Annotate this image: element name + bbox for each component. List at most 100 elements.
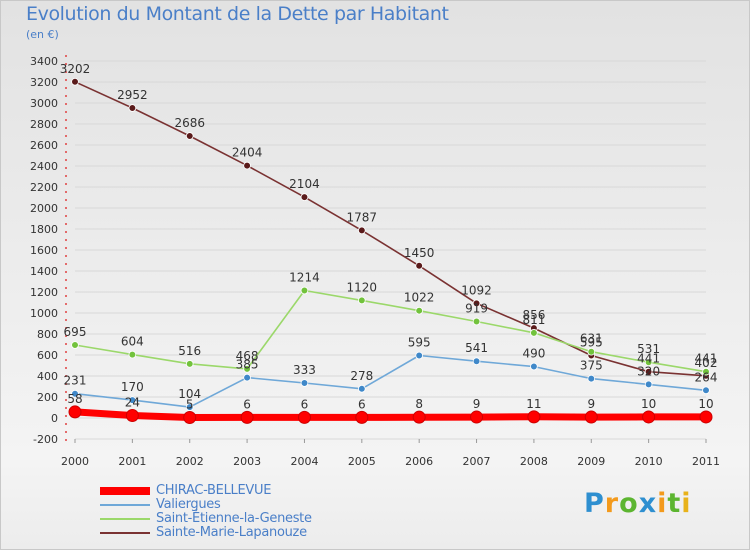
y-tick-label: 400 xyxy=(37,370,58,383)
data-label: 58 xyxy=(67,392,82,406)
data-point xyxy=(297,410,311,424)
chart-title: Evolution du Montant de la Dette par Hab… xyxy=(26,3,449,25)
data-label: 516 xyxy=(178,344,201,358)
data-label: 24 xyxy=(125,395,140,409)
data-label: 856 xyxy=(522,308,545,322)
data-label: 10 xyxy=(641,397,656,411)
logo-letter: P xyxy=(584,488,605,519)
legend-label: Saint-Étienne-la-Geneste xyxy=(156,511,312,526)
legend-label: Valiergues xyxy=(156,497,221,512)
data-point xyxy=(415,351,423,360)
data-point xyxy=(185,403,194,411)
series-line xyxy=(74,289,707,373)
data-point xyxy=(358,296,366,305)
data-label: 170 xyxy=(121,380,144,394)
chart-unit: (en €) xyxy=(26,28,59,41)
legend-swatch xyxy=(100,504,150,506)
data-label: 402 xyxy=(695,356,718,370)
x-tick-label: 2003 xyxy=(233,455,261,468)
data-label: 6 xyxy=(301,397,309,411)
data-point xyxy=(243,373,251,382)
data-point xyxy=(68,405,82,419)
data-point xyxy=(243,161,251,170)
data-point xyxy=(702,386,710,395)
x-tick-label: 2006 xyxy=(405,455,433,468)
legend-swatch xyxy=(100,532,150,534)
series-line xyxy=(74,81,707,377)
data-label: 441 xyxy=(695,352,718,366)
y-tick-label: 3200 xyxy=(30,76,58,89)
data-point xyxy=(355,410,369,424)
y-tick-label: 2200 xyxy=(30,181,58,194)
data-point xyxy=(71,389,79,398)
y-tick-label: 2600 xyxy=(30,139,58,152)
x-tick-label: 2004 xyxy=(290,455,318,468)
data-point xyxy=(125,408,139,422)
data-point xyxy=(699,410,713,424)
data-point xyxy=(642,410,656,424)
data-point xyxy=(644,358,653,367)
data-point xyxy=(415,261,423,270)
data-label: 278 xyxy=(350,369,373,383)
legend-swatch xyxy=(100,518,150,520)
data-point xyxy=(300,379,309,387)
x-tick-label: 2000 xyxy=(61,455,89,468)
y-tick-label: 1000 xyxy=(30,307,58,320)
x-tick-label: 2001 xyxy=(118,455,146,468)
logo-letter: r xyxy=(604,488,620,519)
logo-letter: i xyxy=(681,488,692,519)
logo-letter: i xyxy=(657,488,668,519)
data-point xyxy=(300,286,309,295)
legend-label: CHIRAC-BELLEVUE xyxy=(156,483,272,498)
data-label: 1092 xyxy=(461,283,492,297)
data-label: 264 xyxy=(695,370,718,384)
data-label: 11 xyxy=(526,397,541,411)
data-label: 8 xyxy=(415,397,423,411)
data-label: 631 xyxy=(580,332,603,346)
data-point xyxy=(128,104,137,112)
y-tick-label: 600 xyxy=(37,349,58,362)
data-label: 531 xyxy=(637,342,660,356)
data-label: 595 xyxy=(580,336,603,350)
data-point xyxy=(472,299,481,308)
data-point xyxy=(470,410,484,424)
data-point xyxy=(185,132,194,140)
data-label: 385 xyxy=(236,358,259,372)
data-point xyxy=(128,350,137,359)
data-label: 375 xyxy=(580,359,603,373)
data-point xyxy=(243,365,251,373)
series-line xyxy=(74,354,707,408)
data-point xyxy=(412,410,426,424)
data-label: 10 xyxy=(698,397,713,411)
data-label: 2104 xyxy=(289,177,320,191)
data-point xyxy=(587,374,596,383)
series-line xyxy=(71,408,710,421)
data-label: 231 xyxy=(64,374,87,388)
y-tick-label: 2800 xyxy=(30,118,58,131)
data-label: 604 xyxy=(121,335,144,349)
data-point xyxy=(530,362,538,371)
data-label: 541 xyxy=(465,341,488,355)
y-tick-label: 3400 xyxy=(30,55,58,68)
data-label: 333 xyxy=(293,363,316,377)
logo-letter: o xyxy=(619,488,639,519)
data-label: 919 xyxy=(465,302,488,316)
data-label: 441 xyxy=(637,352,660,366)
data-label: 595 xyxy=(408,336,431,350)
y-tick-label: 1200 xyxy=(30,286,58,299)
data-point xyxy=(644,380,653,389)
data-point xyxy=(472,357,481,365)
data-point xyxy=(128,396,137,404)
data-label: 468 xyxy=(236,349,259,363)
x-tick-label: 2008 xyxy=(520,455,548,468)
x-tick-label: 2011 xyxy=(692,455,720,468)
data-point xyxy=(71,77,79,86)
data-point xyxy=(358,226,366,235)
data-label: 2952 xyxy=(117,88,148,102)
y-tick-label: 2400 xyxy=(30,160,58,173)
data-point xyxy=(584,410,598,424)
data-point xyxy=(183,410,197,424)
data-label: 811 xyxy=(522,313,545,327)
